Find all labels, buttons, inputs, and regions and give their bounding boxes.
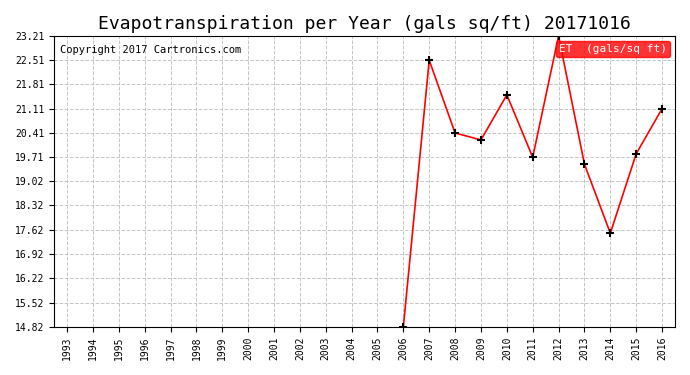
Text: Copyright 2017 Cartronics.com: Copyright 2017 Cartronics.com xyxy=(60,45,242,55)
Legend: ET  (gals/sq ft): ET (gals/sq ft) xyxy=(555,41,670,57)
Title: Evapotranspiration per Year (gals sq/ft) 20171016: Evapotranspiration per Year (gals sq/ft)… xyxy=(98,15,631,33)
